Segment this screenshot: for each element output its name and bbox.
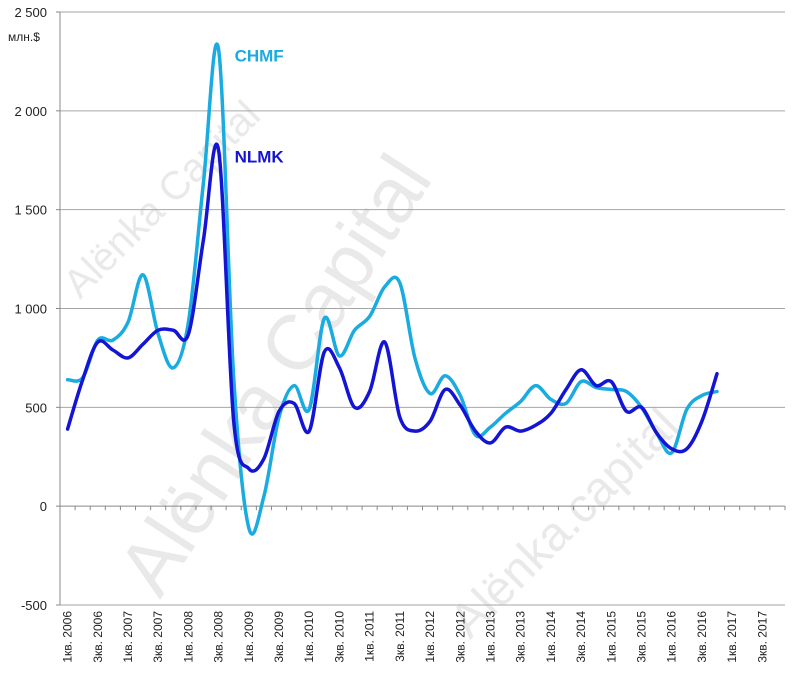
series-labels: CHMF NLMK: [235, 47, 285, 167]
y-tick-label: 2 500: [14, 5, 47, 20]
x-tick-label: 1кв. 2007: [121, 611, 135, 663]
x-tick-label: 1кв. 2006: [61, 611, 75, 663]
x-tick-label: 1кв. 2013: [483, 611, 497, 663]
x-tick-label: 3кв. 2009: [272, 611, 286, 663]
x-tick-label: 1кв. 2012: [423, 611, 437, 663]
gridlines: [60, 11, 785, 606]
series-label-nlmk: NLMK: [235, 147, 285, 166]
x-tick-label: 1кв. 2016: [665, 611, 679, 663]
x-tick-label: 3кв. 2017: [755, 611, 769, 663]
y-axis-ticks: -500 0 500 1 000 1 500 2 000 2 500: [14, 5, 60, 613]
x-tick-label: 1кв. 2009: [242, 611, 256, 663]
x-tick-label: 1кв. 2015: [604, 611, 618, 663]
watermark: Alёnka Capital Alёnka Capital Alёnka.cap…: [55, 93, 689, 648]
y-tick-label: 0: [40, 499, 47, 514]
x-tick-label: 3кв. 2006: [91, 611, 105, 663]
y-unit-label: млн.$: [8, 30, 40, 44]
x-tick-label: 1кв. 2014: [544, 611, 558, 663]
y-tick-label: 1 500: [14, 203, 47, 218]
watermark-text-1: Alёnka Capital: [55, 93, 269, 307]
x-tick-label: 3кв. 2010: [332, 611, 346, 663]
x-tick-label: 3кв. 2014: [574, 611, 588, 663]
series-lines: [65, 42, 719, 536]
x-axis-ticks: 1кв. 2006 3кв. 2006 1кв. 2007 3кв. 2007 1кв.…: [59, 506, 786, 663]
x-tick-label: 1кв. 2011: [363, 611, 377, 662]
series-label-chmf: CHMF: [235, 47, 284, 66]
x-tick-label: 1кв. 2017: [725, 611, 739, 663]
x-tick-label: 1кв. 2010: [302, 611, 316, 663]
y-tick-label: 2 000: [14, 104, 47, 119]
y-tick-label: -500: [21, 598, 47, 613]
x-tick-label: 3кв. 2007: [151, 611, 165, 663]
x-tick-label: 3кв. 2015: [635, 611, 649, 663]
x-tick-label: 3кв. 2012: [453, 611, 467, 663]
series-line-nlmk: [65, 142, 719, 473]
x-tick-label: 3кв. 2016: [695, 611, 709, 663]
x-tick-label: 1кв. 2008: [181, 611, 195, 663]
x-tick-label: 3кв. 2008: [212, 611, 226, 663]
x-tick-label: 3кв. 2013: [514, 611, 528, 663]
y-tick-label: 500: [25, 400, 47, 415]
x-tick-label: 3кв. 2011: [393, 611, 407, 662]
y-tick-label: 1 000: [14, 302, 47, 317]
series-line-chmf: [65, 42, 719, 536]
